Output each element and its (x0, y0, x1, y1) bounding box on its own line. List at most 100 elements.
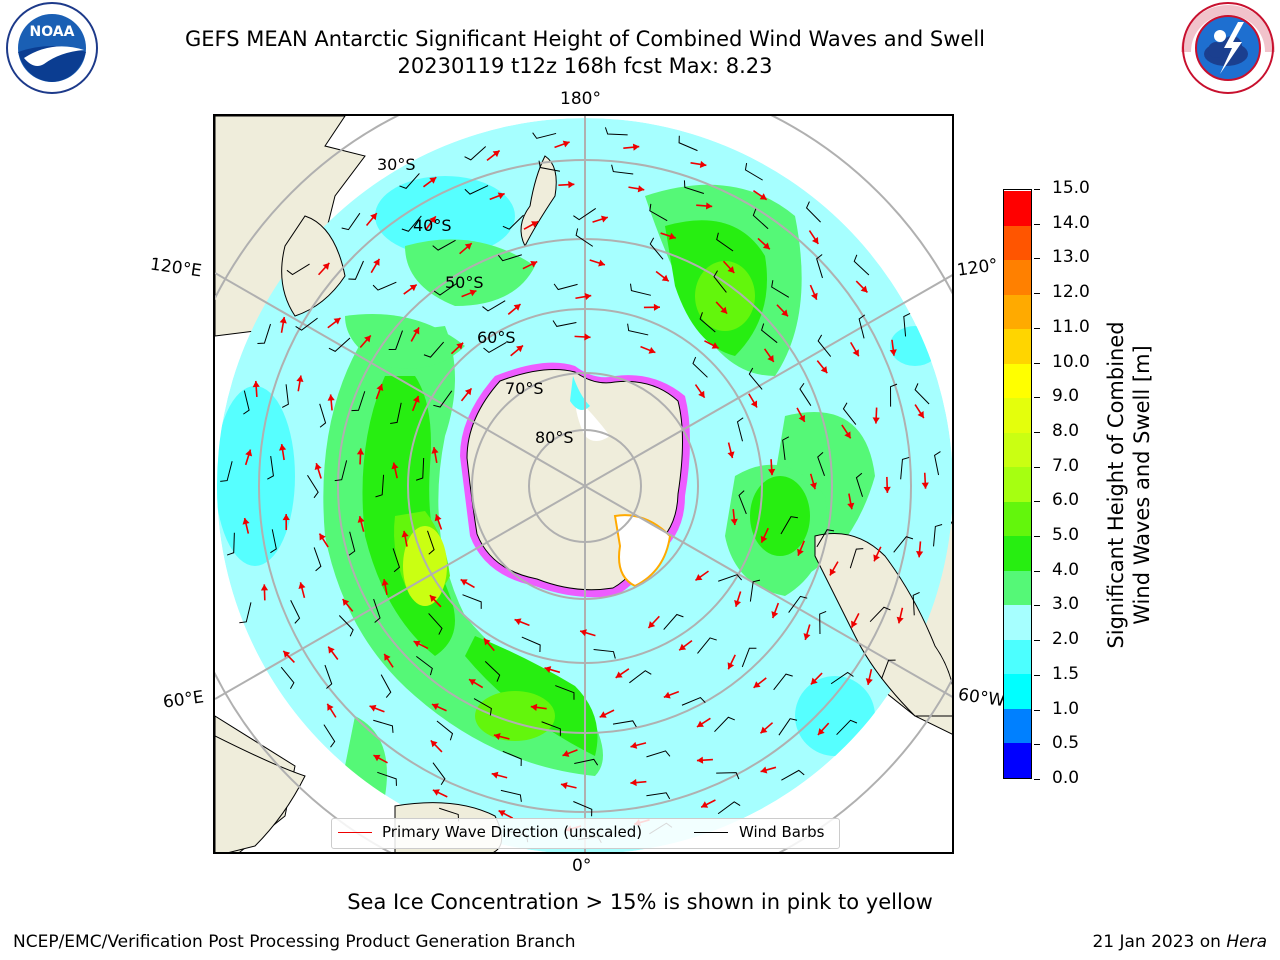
wind-barb (500, 789, 522, 802)
wind-barb (934, 451, 941, 476)
wind-barb (933, 524, 943, 547)
colorbar-tick (1034, 640, 1040, 642)
colorbar-tick-label: 5.0 (1052, 525, 1080, 546)
wave-arrow-head (298, 582, 306, 589)
wave-arrow-head (384, 653, 391, 661)
wind-barb (380, 674, 392, 698)
wave-arrow-head (245, 449, 253, 457)
wave-arrow-head (768, 468, 776, 476)
wave-arrow-head (663, 691, 671, 699)
wind-barb (717, 801, 741, 815)
wind-barb (748, 367, 763, 390)
wind-barb (718, 574, 743, 582)
colorbar-tick-label: 12.0 (1052, 282, 1090, 303)
wind-barb (914, 383, 930, 405)
wave-arrow-head (699, 160, 707, 168)
wind-barb (428, 613, 443, 635)
colorbar-segment (1004, 708, 1031, 744)
wave-arrow-head (357, 516, 365, 523)
wave-arrow-head (530, 703, 538, 711)
wind-barb (328, 337, 351, 352)
wind-barb (372, 281, 397, 291)
noaa-logo-text: NOAA (30, 24, 75, 40)
wind-barb (462, 594, 482, 609)
colorbar-tick-label: 1.0 (1052, 698, 1080, 719)
wave-arrow-head (252, 380, 260, 388)
polar-map: 30°S 40°S 50°S 60°S 70°S 80°S (213, 114, 954, 854)
colorbar-segment (1004, 397, 1031, 433)
wind-barb (257, 323, 271, 345)
wind-barb (483, 341, 507, 353)
wind-barb (313, 547, 322, 572)
wind-barb (341, 212, 361, 231)
colorbar (1003, 189, 1032, 779)
wave-arrow-head (413, 640, 421, 648)
wave-arrow-head (917, 411, 924, 419)
colorbar-segment (1004, 466, 1031, 502)
wave-arrow-head (648, 346, 656, 354)
colorbar-title: Significant Height of Combined Wind Wave… (1103, 321, 1155, 648)
wave-arrow-head (328, 646, 335, 654)
wave-arrow-head (632, 143, 640, 151)
wind-barb (714, 716, 735, 733)
wind-barb (744, 162, 763, 181)
wave-arrow-head (873, 554, 880, 562)
lon-label-120w: 120° (955, 255, 1000, 281)
colorbar-tick (1034, 744, 1040, 746)
colorbar-title-line1: Significant Height of Combined (1104, 321, 1128, 649)
wind-barb (692, 356, 708, 378)
wind-barb (900, 456, 910, 480)
wave-arrow-head (429, 595, 437, 603)
wave-arrow-head (753, 681, 761, 688)
wind-barb (749, 579, 761, 602)
lon-label-120e: 120°E (148, 254, 203, 282)
wave-arrow-head (429, 216, 436, 224)
wind-barb (788, 595, 808, 613)
wave-arrow-head (342, 598, 350, 606)
wind-barb (334, 460, 348, 482)
colorbar-tick-label: 6.0 (1052, 490, 1080, 511)
lat-label-60s: 60°S (477, 328, 516, 347)
wave-arrow-head (373, 258, 380, 266)
map-legend: Primary Wave Direction (unscaled) Wind B… (331, 818, 840, 849)
wave-arrow-head (356, 448, 365, 455)
wind-barb (890, 383, 898, 407)
wind-barb (323, 724, 336, 748)
wind-barb (482, 300, 506, 312)
wind-barb (881, 659, 896, 680)
colorbar-tick (1034, 327, 1040, 329)
wave-arrow-head (464, 388, 472, 396)
wave-arrow-head (727, 662, 735, 670)
wind-barb (893, 536, 914, 553)
wind-barb (855, 472, 864, 497)
wind-barb (646, 792, 671, 800)
wind-barb (538, 160, 561, 172)
wind-barb (817, 334, 832, 357)
wave-arrow-head (513, 304, 521, 311)
wave-arrow-head (601, 215, 608, 223)
wind-barb (436, 720, 454, 741)
wave-arrow-head (865, 678, 873, 685)
wave-arrow-head (412, 327, 420, 335)
wind-barb (338, 615, 354, 637)
wind-barb (553, 283, 578, 291)
wave-arrow-head (648, 621, 656, 629)
wind-barb (573, 801, 593, 817)
wave-arrow-head (431, 447, 439, 454)
wind-barb (392, 548, 401, 573)
wave-arrow-head (803, 633, 811, 640)
wind-barb (484, 660, 501, 682)
colorbar-tick (1034, 258, 1040, 260)
wind-barb-legend-swatch (694, 832, 728, 833)
colorbar-tick (1034, 293, 1040, 295)
wind-barb (521, 636, 541, 653)
colorbar-segment (1004, 535, 1031, 571)
wave-arrow-head (568, 181, 575, 189)
wind-barb (464, 185, 489, 195)
wave-arrow-head (762, 242, 770, 250)
wave-arrow-head (373, 754, 381, 762)
wind-barb (324, 664, 333, 689)
wave-arrow-head (370, 213, 377, 221)
wind-barb (816, 254, 823, 279)
wave-arrow-head (516, 345, 524, 353)
